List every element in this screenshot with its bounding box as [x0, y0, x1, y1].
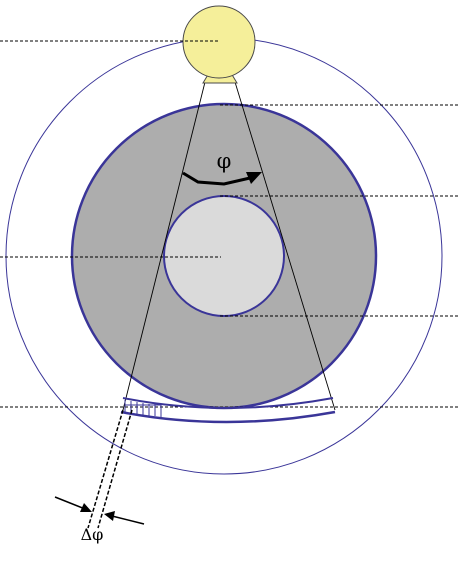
- angular-step-arrow-left: [54, 496, 86, 510]
- rotation-arrowhead: [246, 172, 262, 184]
- angular-step-label: Δφ: [81, 525, 104, 544]
- detector-elements: [124, 400, 162, 417]
- detector-ray-left: [87, 409, 124, 529]
- detector-inner-arc: [122, 397, 334, 409]
- fan-beam-left-edge: [122, 81, 206, 411]
- rotation-angle-label: φ: [217, 149, 232, 173]
- angular-step-arrow-right: [111, 515, 145, 525]
- rotation-arrow: [182, 171, 251, 186]
- xray-source: [182, 5, 256, 79]
- angular-step-arrowhead-left: [80, 503, 92, 512]
- detector-outer-arc: [120, 410, 336, 424]
- detector-ray-right: [97, 409, 133, 529]
- inner-region: [163, 195, 285, 317]
- angular-step-arrowhead-right: [104, 511, 115, 521]
- fan-beam-right-edge: [234, 81, 336, 411]
